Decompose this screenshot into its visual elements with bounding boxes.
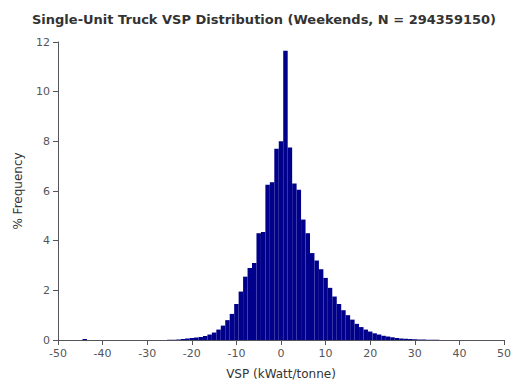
svg-text:50: 50 bbox=[497, 347, 511, 360]
svg-text:0: 0 bbox=[278, 347, 285, 360]
svg-text:10: 10 bbox=[36, 85, 50, 98]
svg-text:-40: -40 bbox=[94, 347, 112, 360]
svg-text:10: 10 bbox=[319, 347, 333, 360]
svg-text:% Frequency: % Frequency bbox=[11, 152, 25, 229]
svg-text:8: 8 bbox=[43, 135, 50, 148]
svg-text:40: 40 bbox=[452, 347, 466, 360]
svg-text:-30: -30 bbox=[138, 347, 156, 360]
svg-text:30: 30 bbox=[408, 347, 422, 360]
svg-text:4: 4 bbox=[43, 234, 50, 247]
svg-text:Single-Unit Truck VSP Distribu: Single-Unit Truck VSP Distribution (Week… bbox=[32, 12, 496, 27]
svg-text:20: 20 bbox=[363, 347, 377, 360]
svg-text:-10: -10 bbox=[227, 347, 245, 360]
svg-text:0: 0 bbox=[43, 334, 50, 347]
svg-text:-50: -50 bbox=[49, 347, 67, 360]
svg-text:VSP (kWatt/tonne): VSP (kWatt/tonne) bbox=[226, 367, 336, 381]
svg-text:2: 2 bbox=[43, 284, 50, 297]
svg-text:12: 12 bbox=[36, 36, 50, 49]
svg-text:6: 6 bbox=[43, 185, 50, 198]
svg-text:-20: -20 bbox=[183, 347, 201, 360]
